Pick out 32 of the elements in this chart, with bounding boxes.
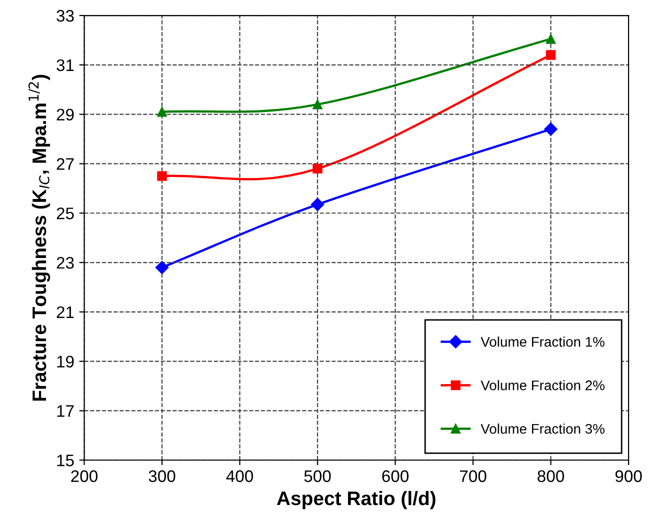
- y-tick-label: 25: [56, 208, 74, 220]
- x-tick-label: 700: [460, 470, 486, 482]
- y-tick-label: 19: [57, 356, 74, 368]
- x-tick-label: 200: [71, 470, 98, 482]
- y-tick-label: 23: [56, 256, 74, 269]
- y-tick-label: 21: [56, 306, 74, 318]
- point: [310, 198, 324, 212]
- legend-label: Volume Fraction 1%: [480, 336, 604, 347]
- legend-label: Volume Fraction 2%: [480, 380, 604, 390]
- point: [546, 50, 556, 60]
- y-tick-label: 33: [56, 10, 74, 22]
- y-tick-label: 27: [56, 158, 74, 170]
- x-tick-label: 500: [304, 470, 331, 482]
- point: [155, 260, 169, 274]
- x-tick-label: 800: [538, 470, 564, 482]
- point: [157, 171, 167, 181]
- point: [312, 100, 322, 110]
- legend-label: Volume Fraction 3%: [480, 424, 604, 434]
- x-tick-label: 900: [615, 470, 642, 482]
- y-axis-title: Fracture Toughness (K$_{IC}$, Mpa.m$^{1/2}$): [28, 74, 50, 401]
- x-tick-label: 600: [382, 470, 409, 482]
- y-tick-label: 31: [56, 59, 74, 72]
- y-tick-label: 17: [57, 405, 74, 417]
- x-tick-label: 400: [226, 470, 254, 482]
- x-axis-title: Aspect Ratio (l/d): [276, 490, 436, 510]
- point: [312, 164, 322, 174]
- y-tick-label: 29: [56, 108, 74, 121]
- point: [157, 106, 167, 117]
- point: [544, 122, 558, 136]
- point: [546, 34, 556, 44]
- y-tick-label: 15: [57, 454, 74, 466]
- x-tick-label: 300: [148, 470, 176, 482]
